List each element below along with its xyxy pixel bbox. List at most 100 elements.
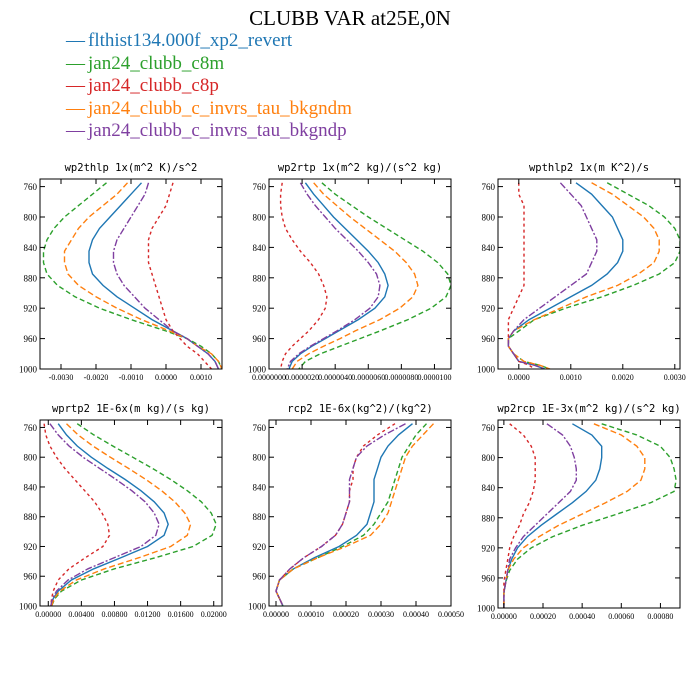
- chart-panel: wp2rtp 1x(m^2 kg)/(s^2 kg) 760 800 840 880 92…: [248, 162, 452, 382]
- panel-title: wp2rtp 1x(m^2 kg)/(s^2 kg): [278, 162, 442, 174]
- series-line: [507, 182, 624, 369]
- series-line: [275, 423, 428, 606]
- series-line: [286, 182, 381, 369]
- series-line: [298, 182, 451, 369]
- x-tick-label: 0.0000060: [351, 373, 385, 382]
- x-tick-label: 0.0020: [612, 373, 634, 382]
- x-tick-label: 0.00040: [569, 612, 595, 621]
- legend-label: flthist134.000f_xp2_revert: [88, 30, 293, 51]
- panel-title: rcp2 1E-6x(kg^2)/(kg^2): [287, 403, 432, 415]
- series-line: [88, 182, 220, 369]
- plot-frame: [39, 419, 223, 607]
- x-tick-label: 0.00400: [68, 610, 94, 619]
- series-line: [275, 423, 396, 606]
- x-tick-label: 0.0000020: [285, 373, 319, 382]
- series-line: [503, 423, 536, 608]
- y-tick-label: 920: [482, 304, 496, 314]
- panel-title: wp2thlp 1x(m^2 K)/s^2: [65, 162, 198, 174]
- legend-label: jan24_clubb_c_invrs_tau_bkgndp: [88, 120, 347, 141]
- x-tick-label: 0.00000: [491, 612, 517, 621]
- y-tick-label: 920: [482, 543, 496, 553]
- y-tick-label: 760: [24, 182, 38, 192]
- x-tick-label: 0.00800: [101, 610, 127, 619]
- x-tick-label: 0.00060: [608, 612, 634, 621]
- series-line: [275, 423, 435, 606]
- x-tick-label: 0.00000: [263, 610, 289, 619]
- legend-line-icon: —: [66, 30, 85, 51]
- y-tick-label: 880: [24, 273, 38, 283]
- figure-title: CLUBB VAR at25E,0N: [249, 6, 451, 30]
- x-tick-label: 0.00050: [438, 610, 464, 619]
- series-line: [507, 182, 660, 369]
- x-tick-label: 0.0010: [190, 373, 212, 382]
- x-tick-label: 0.0000000: [252, 373, 286, 382]
- x-tick-label: 0.02000: [201, 610, 227, 619]
- x-tick-label: 0.01600: [168, 610, 194, 619]
- series-line: [50, 423, 217, 606]
- y-tick-label: 1000: [477, 604, 496, 614]
- y-tick-label: 960: [482, 573, 496, 583]
- series-line: [503, 423, 603, 608]
- series-line: [147, 182, 213, 369]
- legend-label: jan24_clubb_c_invrs_tau_bkgndm: [88, 97, 352, 119]
- y-tick-label: 960: [253, 572, 267, 582]
- x-tick-label: 0.0000: [508, 373, 530, 382]
- y-tick-label: 840: [253, 482, 267, 492]
- x-tick-label: 0.0000040: [318, 373, 352, 382]
- legend-item: — jan24_clubb_c_invrs_tau_bkgndp: [66, 120, 352, 143]
- series-line: [288, 182, 389, 369]
- x-tick-label: 0.00000: [35, 610, 61, 619]
- y-tick-label: 800: [482, 453, 496, 463]
- legend-label: jan24_clubb_c8m: [88, 52, 225, 74]
- series-line: [503, 423, 646, 608]
- y-tick-label: 1000: [19, 365, 38, 375]
- y-tick-label: 800: [253, 453, 267, 463]
- y-tick-label: 920: [24, 304, 38, 314]
- y-tick-label: 880: [24, 512, 38, 522]
- y-tick-label: 960: [24, 334, 38, 344]
- y-tick-label: 960: [24, 572, 38, 582]
- y-tick-label: 1000: [19, 602, 38, 612]
- series-line: [50, 423, 192, 606]
- series-line: [279, 182, 328, 369]
- x-tick-label: 0.00020: [530, 612, 556, 621]
- y-tick-label: 760: [253, 423, 267, 433]
- x-tick-label: 0.0000100: [417, 373, 451, 382]
- chart-panel: wp2thlp 1x(m^2 K)/s^2 760 800 840 880 920 960 1…: [19, 162, 223, 382]
- y-tick-label: 840: [24, 482, 38, 492]
- plot-frame: [497, 178, 681, 370]
- plot-frame: [268, 178, 452, 370]
- x-tick-label: 0.0000: [155, 373, 177, 382]
- chart-panel: wpthlp2 1x(m K^2)/s 760 800 840 880 920 960 100…: [477, 162, 686, 382]
- y-tick-label: 760: [482, 423, 496, 433]
- y-tick-label: 920: [253, 304, 267, 314]
- series-line: [50, 423, 169, 606]
- plot-frame: [268, 419, 452, 607]
- y-tick-label: 920: [24, 542, 38, 552]
- y-tick-label: 840: [253, 243, 267, 253]
- legend-line-icon: —: [66, 97, 85, 119]
- x-tick-label: -0.0030: [49, 373, 74, 382]
- x-tick-label: 0.01200: [135, 610, 161, 619]
- y-tick-label: 800: [24, 453, 38, 463]
- y-tick-label: 1000: [248, 602, 267, 612]
- y-tick-label: 960: [253, 334, 267, 344]
- x-tick-label: 0.00030: [368, 610, 394, 619]
- chart-panel: rcp2 1E-6x(kg^2)/(kg^2) 760 800 840 880 920 96…: [248, 403, 464, 619]
- y-tick-label: 1000: [477, 365, 496, 375]
- chart-panel: wprtp2 1E-6x(m kg)/(s kg) 760 800 840 880 920…: [19, 403, 227, 619]
- series-line: [507, 182, 535, 369]
- y-tick-label: 880: [482, 513, 496, 523]
- x-tick-label: -0.0010: [119, 373, 144, 382]
- legend-item: — flthist134.000f_xp2_revert: [66, 30, 352, 53]
- series-line: [49, 423, 160, 606]
- y-tick-label: 840: [482, 243, 496, 253]
- y-tick-label: 840: [24, 243, 38, 253]
- series-line: [63, 182, 222, 369]
- x-tick-label: 0.0000080: [384, 373, 418, 382]
- series-line: [275, 423, 406, 606]
- chart-panel: wp2rcp 1E-3x(m^2 kg)/(s^2 kg)760 800 840 88…: [477, 403, 681, 621]
- y-tick-label: 880: [253, 512, 267, 522]
- series-line: [503, 423, 677, 608]
